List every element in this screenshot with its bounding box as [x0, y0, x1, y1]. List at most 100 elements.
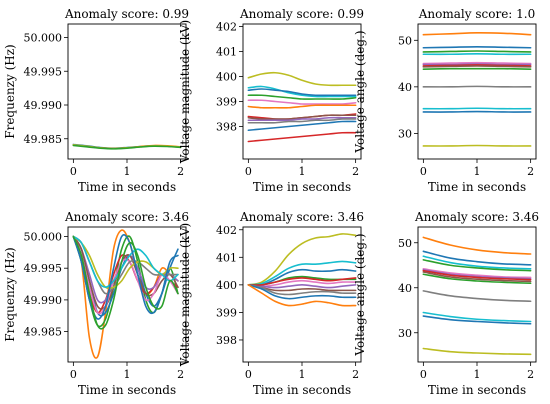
y-tick-label: 402: [216, 21, 237, 34]
series-line-9: [247, 284, 357, 300]
y-tick-label: 49.995: [24, 262, 63, 275]
series-line-6: [422, 64, 532, 67]
series-group: [72, 229, 179, 359]
series-line-5: [247, 104, 357, 109]
y-tick-label: 49.995: [24, 65, 63, 78]
y-tick-label: 40: [398, 282, 412, 295]
series-line-1: [247, 85, 357, 98]
series-line-9: [72, 235, 179, 289]
x-tick-label: 2: [352, 368, 359, 381]
series-line-7: [247, 114, 357, 120]
series-line-4: [247, 99, 357, 105]
series-line-1: [422, 46, 532, 49]
series-line-0: [247, 71, 357, 87]
series-line-11: [247, 131, 357, 143]
y-tick-label: 399: [216, 96, 237, 109]
y-tick-label: 50.000: [24, 32, 63, 45]
series-line-10: [72, 234, 179, 320]
y-axis-label: Voltage magnitude (kV): [178, 223, 192, 367]
y-tick-label: 401: [216, 251, 237, 264]
x-tick-label: 0: [245, 165, 252, 178]
x-axis-label: Time in seconds: [78, 180, 176, 194]
x-axis-label: Time in seconds: [428, 180, 526, 194]
x-tick-label: 2: [527, 165, 534, 178]
series-line-4: [422, 268, 532, 279]
x-tick-label: 0: [245, 368, 252, 381]
series-line-2: [247, 88, 357, 97]
series-line-8: [247, 116, 357, 122]
plot-frame: [417, 23, 537, 160]
y-tick-label: 400: [216, 279, 237, 292]
series-group: [247, 233, 357, 307]
series-line-0: [72, 229, 179, 359]
series-line-6: [72, 235, 179, 315]
series-line-3: [422, 52, 532, 56]
series-line-0: [422, 236, 532, 255]
series-group: [422, 236, 532, 356]
series-line-9: [247, 118, 357, 124]
series-line-11: [72, 235, 179, 330]
series-group: [422, 32, 532, 147]
series-line-4: [422, 61, 532, 65]
series-line-2: [422, 50, 532, 53]
series-line-10: [422, 311, 532, 323]
plot-frame: [67, 23, 187, 160]
x-axis-label: Time in seconds: [253, 180, 351, 194]
y-tick-label: 50: [398, 34, 412, 47]
x-tick-label: 2: [527, 368, 534, 381]
series-line-1: [247, 260, 357, 286]
x-tick-label: 0: [420, 368, 427, 381]
y-tick-label: 50.000: [24, 231, 63, 244]
y-axis-label: Frequenzy (Hz): [3, 247, 17, 341]
panel-title: Anomaly score: 1.0: [418, 7, 535, 21]
series-line-6: [247, 277, 357, 286]
plot-frame: [242, 226, 362, 363]
series-line-5: [422, 63, 532, 66]
x-tick-label: 1: [124, 165, 131, 178]
series-line-12: [422, 144, 532, 147]
y-tick-label: 30: [398, 327, 412, 340]
x-tick-label: 2: [352, 165, 359, 178]
series-line-3: [422, 259, 532, 272]
series-line-5: [247, 284, 357, 289]
y-axis-label: Voltage magnitude (kV): [178, 20, 192, 164]
x-tick-label: 0: [70, 165, 77, 178]
y-tick-label: 40: [398, 81, 412, 94]
series-line-8: [247, 284, 357, 296]
series-line-7: [422, 65, 532, 68]
y-tick-label: 49.990: [24, 99, 63, 112]
panel-title: Anomaly score: 0.99: [64, 7, 189, 21]
x-tick-label: 1: [474, 368, 481, 381]
panel-title: Anomaly score: 3.46: [239, 210, 364, 224]
x-tick-label: 0: [70, 368, 77, 381]
series-line-0: [247, 233, 357, 286]
y-tick-label: 400: [216, 71, 237, 84]
y-tick-label: 398: [216, 121, 237, 134]
series-line-12: [422, 347, 532, 356]
y-tick-label: 398: [216, 334, 237, 347]
x-axis-label: Time in seconds: [253, 383, 351, 397]
x-tick-label: 0: [420, 165, 427, 178]
series-group: [72, 143, 182, 150]
y-tick-label: 401: [216, 46, 237, 59]
y-axis-label: Frequenzy (Hz): [3, 44, 17, 138]
x-tick-label: 2: [177, 165, 184, 178]
series-line-7: [422, 271, 532, 283]
series-line-5: [422, 268, 532, 280]
x-tick-label: 1: [474, 165, 481, 178]
series-line-6: [422, 269, 532, 281]
panel-title: Anomaly score: 3.46: [64, 210, 189, 224]
series-line-5: [72, 235, 179, 310]
series-line-8: [422, 273, 532, 285]
series-line-2: [422, 255, 532, 270]
y-tick-label: 399: [216, 306, 237, 319]
panel-title: Anomaly score: 0.99: [239, 7, 364, 21]
series-line-9: [422, 290, 532, 303]
panel-title: Anomaly score: 3.46: [414, 210, 539, 224]
